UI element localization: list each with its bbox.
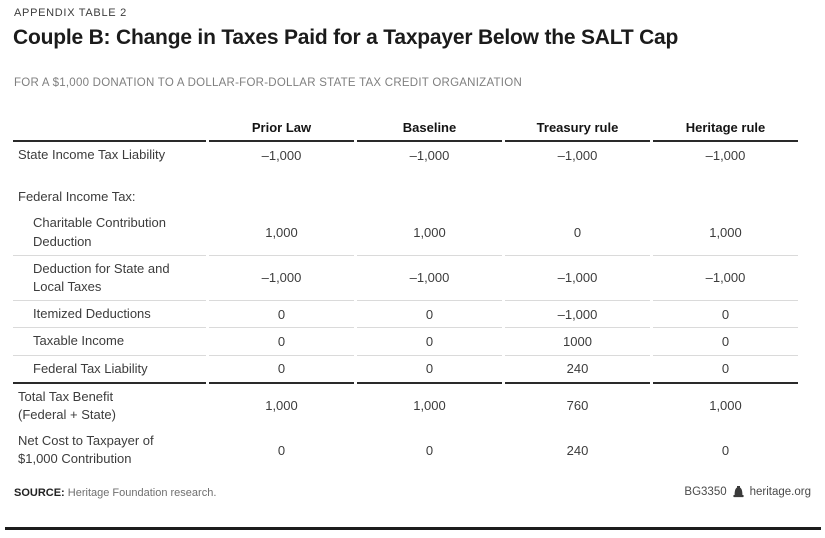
cell-value: 1000 <box>505 328 650 356</box>
column-header-baseline: Baseline <box>357 118 502 142</box>
cell-value: 0 <box>357 301 502 329</box>
table-kicker: APPENDIX TABLE 2 <box>14 7 127 19</box>
cell-value <box>653 168 798 210</box>
cell-value: 0 <box>425 442 434 458</box>
cell-value: –1,000 <box>653 256 798 302</box>
cell-value: 1,000 <box>265 398 298 414</box>
table-row-federal-tax-liability: Federal Tax Liability 0 0 240 0 <box>13 356 798 384</box>
row-label-line: Itemized Deductions <box>33 306 151 322</box>
row-label: Charitable Contribution Deduction <box>13 210 206 256</box>
column-header-treasury-rule: Treasury rule <box>505 118 650 142</box>
row-label-line: Taxable Income <box>33 333 125 349</box>
table-row-charitable-contribution-deduction: Charitable Contribution Deduction 1,000 … <box>13 210 798 256</box>
bottom-rule <box>5 527 821 530</box>
table-row-deduction-state-local-taxes: Deduction for State and Local Taxes –1,0… <box>13 256 798 302</box>
row-label-line: Deduction <box>33 233 92 249</box>
page-title: Couple B: Change in Taxes Paid for a Tax… <box>13 26 679 49</box>
cell-value: –1,000 <box>209 256 354 302</box>
table-row-federal-income-tax-section: Federal Income Tax: <box>13 168 798 210</box>
source-label: SOURCE: <box>14 487 65 499</box>
cell-value: 0 <box>209 356 354 384</box>
row-label: Federal Tax Liability <box>13 356 206 384</box>
cell-value: –1,000 <box>357 256 502 302</box>
source-text: Heritage Foundation research. <box>64 487 217 499</box>
table-row-net-cost-to-taxpayer: Net Cost to Taxpayer of $1,000 Contribut… <box>13 428 798 472</box>
cell-value: 0 <box>505 210 650 256</box>
cell-value: 1,000 <box>209 210 354 256</box>
row-label: State Income Tax Liability <box>13 142 206 168</box>
cell-value: 1,000 <box>413 398 446 414</box>
cell-value: 0 <box>209 301 354 329</box>
cell-value: 0 <box>357 356 502 384</box>
cell-value: –1,000 <box>505 256 650 302</box>
cell-value: –1,000 <box>409 147 450 163</box>
table-row-itemized-deductions: Itemized Deductions 0 0 –1,000 0 <box>13 301 798 329</box>
table-row-state-income-tax-liability: State Income Tax Liability –1,000 –1,000… <box>13 142 798 168</box>
cell-value: 0 <box>721 442 730 458</box>
table-row-total-tax-benefit: Total Tax Benefit (Federal + State) 1,00… <box>13 384 798 428</box>
section-label-line: Federal Income Tax: <box>18 189 136 205</box>
row-label-line: Total Tax Benefit <box>18 388 114 404</box>
liberty-bell-icon <box>732 486 745 498</box>
cell-value: 0 <box>209 328 354 356</box>
row-label-line: Federal Tax Liability <box>33 360 148 376</box>
table-header-row: Prior Law Baseline Treasury rule Heritag… <box>13 118 798 142</box>
row-label-line: Net Cost to Taxpayer of <box>18 433 154 449</box>
row-label-line: Deduction for State and <box>33 260 170 276</box>
cell-value <box>357 168 502 210</box>
cell-value: 240 <box>505 356 650 384</box>
source-note: SOURCE: Heritage Foundation research. <box>14 487 216 499</box>
cell-value: 760 <box>566 398 589 414</box>
cell-value: 0 <box>653 301 798 329</box>
cell-value: 1,000 <box>653 210 798 256</box>
table-row-taxable-income: Taxable Income 0 0 1000 0 <box>13 328 798 356</box>
doc-id: BG3350 <box>684 486 727 498</box>
cell-value: 0 <box>277 442 286 458</box>
cell-value: 1,000 <box>357 210 502 256</box>
row-label: Deduction for State and Local Taxes <box>13 256 206 302</box>
cell-value: –1,000 <box>557 147 598 163</box>
row-label-line: State Income Tax Liability <box>18 147 166 162</box>
row-label-line: (Federal + State) <box>18 406 116 422</box>
section-label: Federal Income Tax: <box>13 168 206 210</box>
cell-value <box>505 168 650 210</box>
cell-value: 240 <box>566 442 589 458</box>
cell-value: –1,000 <box>705 147 746 163</box>
row-label-line: $1,000 Contribution <box>18 451 132 467</box>
row-label-line: Local Taxes <box>33 278 102 294</box>
column-header-heritage-rule: Heritage rule <box>653 118 798 142</box>
column-header-blank <box>13 118 206 142</box>
heritage-url: heritage.org <box>749 486 811 498</box>
row-label-line: Charitable Contribution <box>33 215 166 231</box>
cell-value: –1,000 <box>261 147 302 163</box>
row-label: Net Cost to Taxpayer of $1,000 Contribut… <box>13 428 206 472</box>
row-label: Total Tax Benefit (Federal + State) <box>13 384 206 428</box>
cell-value: 0 <box>357 328 502 356</box>
document-reference: BG3350 heritage.org <box>684 486 811 498</box>
cell-value: –1,000 <box>505 301 650 329</box>
column-header-prior-law: Prior Law <box>209 118 354 142</box>
cell-value <box>209 168 354 210</box>
cell-value: 0 <box>653 356 798 384</box>
tax-comparison-table: Prior Law Baseline Treasury rule Heritag… <box>10 118 801 472</box>
cell-value: 0 <box>653 328 798 356</box>
table-subtitle: FOR A $1,000 DONATION TO A DOLLAR-FOR-DO… <box>14 77 522 89</box>
cell-value: 1,000 <box>709 398 742 414</box>
row-label: Taxable Income <box>13 328 206 356</box>
row-label: Itemized Deductions <box>13 301 206 329</box>
